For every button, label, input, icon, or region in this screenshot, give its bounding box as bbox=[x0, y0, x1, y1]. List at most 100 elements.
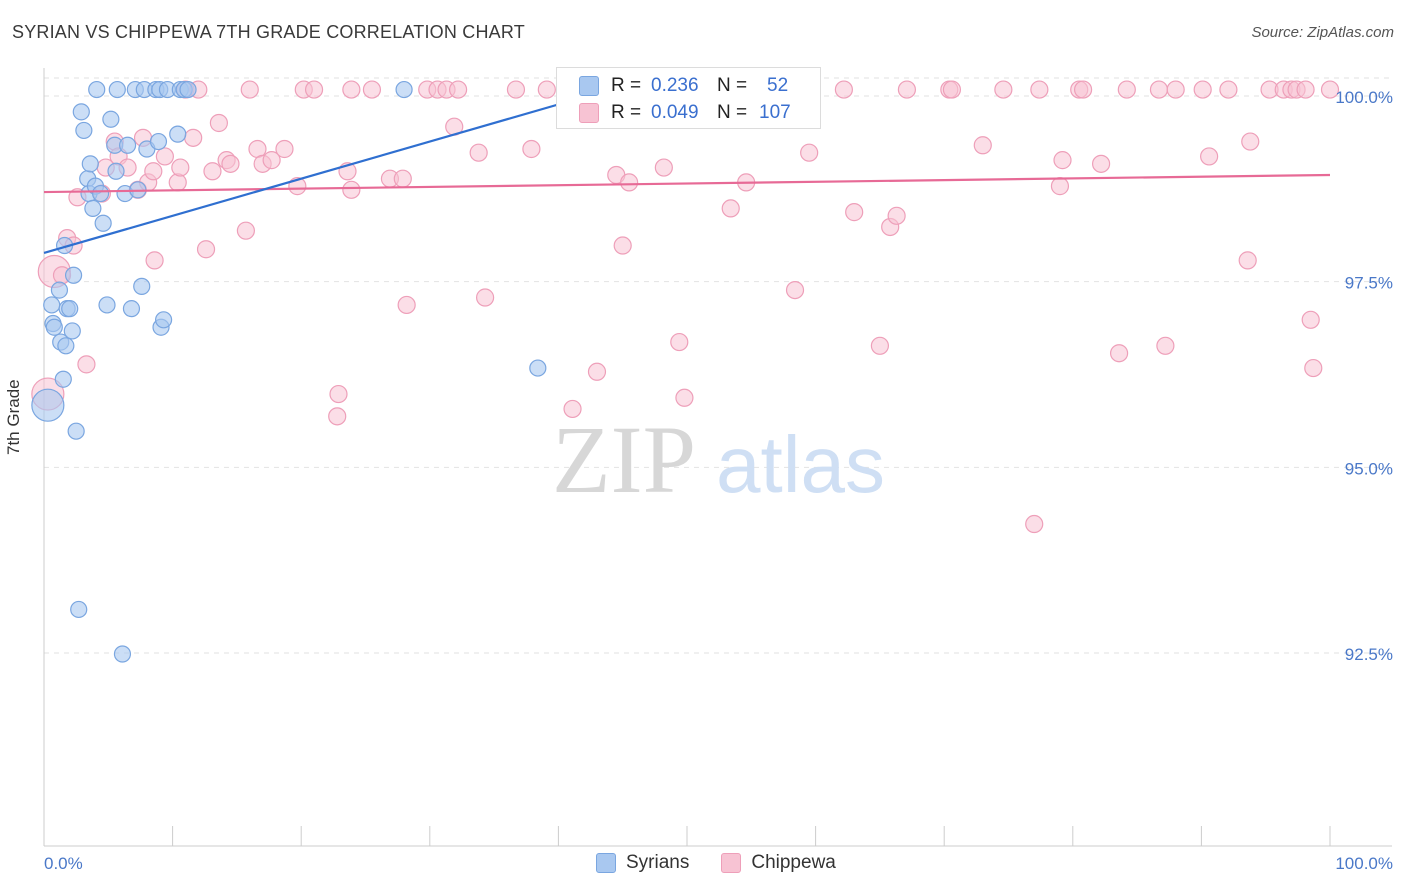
chippewa-point bbox=[184, 128, 203, 147]
chippewa-point bbox=[1050, 177, 1070, 196]
chippewa-point bbox=[171, 158, 190, 177]
chippewa-point bbox=[362, 80, 382, 99]
syrian-point bbox=[45, 318, 63, 336]
chippewa-point bbox=[587, 362, 607, 381]
syrian-point bbox=[113, 645, 132, 663]
series-legend: Syrians Chippewa bbox=[596, 852, 868, 874]
chippewa-r-value: 0.049 bbox=[651, 102, 699, 123]
syrian-point bbox=[179, 80, 197, 99]
chippewa-point bbox=[1109, 344, 1129, 363]
syrian-point bbox=[54, 370, 72, 388]
chippewa-point bbox=[397, 295, 416, 315]
chippewa-point bbox=[1053, 151, 1072, 170]
axes bbox=[43, 68, 1392, 847]
syrian-point bbox=[67, 422, 85, 440]
chippewa-point bbox=[897, 80, 917, 99]
syrian-point bbox=[154, 311, 173, 329]
syrian-point bbox=[61, 300, 79, 318]
syrians-r-value: 0.236 bbox=[651, 75, 699, 96]
chippewa-point bbox=[721, 199, 740, 218]
syrians-r-label: R = bbox=[611, 75, 642, 96]
chippewa-point bbox=[168, 173, 187, 192]
chippewa-point bbox=[240, 80, 259, 99]
chippewa-point bbox=[275, 139, 294, 159]
chippewa-point bbox=[670, 332, 689, 352]
chippewa-point bbox=[475, 288, 495, 307]
syrian-point bbox=[149, 132, 168, 151]
y-tick-label: 97.5% bbox=[1345, 274, 1393, 293]
chippewa-legend-swatch bbox=[721, 853, 742, 873]
chippewa-trend-line bbox=[43, 173, 1331, 194]
chippewa-point bbox=[1117, 80, 1136, 99]
chippewa-point bbox=[800, 143, 819, 162]
chippewa-point bbox=[994, 80, 1013, 99]
chippewa-point bbox=[1156, 336, 1175, 355]
chippewa-point bbox=[942, 80, 962, 99]
chippewa-point bbox=[1030, 80, 1049, 99]
chippewa-point bbox=[77, 355, 96, 374]
trend-lines bbox=[43, 95, 1331, 255]
chippewa-point bbox=[203, 162, 222, 181]
x-tick-label-min: 0.0% bbox=[44, 854, 83, 873]
chippewa-point bbox=[145, 251, 164, 270]
legend-item-chippewa[interactable]: Chippewa bbox=[721, 852, 836, 874]
syrians-n-value: 52 bbox=[767, 75, 789, 96]
syrian-point bbox=[107, 162, 125, 180]
chippewa-point bbox=[1301, 310, 1320, 329]
syrian-points bbox=[31, 80, 645, 663]
chippewa-point bbox=[236, 221, 256, 240]
syrian-point bbox=[91, 184, 110, 203]
syrian-point bbox=[75, 121, 93, 140]
chippewa-point bbox=[393, 169, 412, 188]
chippewa-point bbox=[1149, 80, 1169, 99]
chippewa-point bbox=[155, 147, 174, 166]
chippewa-point bbox=[522, 139, 541, 159]
chippewa-point bbox=[342, 80, 361, 99]
syrian-point bbox=[31, 388, 65, 422]
legend-row-chippewa: R = 0.049 N = 107 bbox=[579, 100, 791, 126]
legend-item-syrians[interactable]: Syrians bbox=[596, 852, 689, 874]
chippewa-point bbox=[144, 162, 163, 181]
syrian-point bbox=[122, 300, 141, 318]
syrian-point bbox=[395, 80, 413, 99]
chippewa-point bbox=[1219, 80, 1238, 99]
syrian-point bbox=[133, 277, 151, 295]
chippewa-point bbox=[1241, 132, 1260, 151]
chippewa-point bbox=[209, 113, 228, 133]
syrians-swatch bbox=[579, 76, 599, 96]
y-tick-label: 100.0% bbox=[1335, 88, 1393, 107]
chippewa-point bbox=[563, 399, 582, 419]
chippewa-point bbox=[1166, 80, 1185, 99]
syrians-legend-swatch bbox=[596, 853, 616, 873]
syrian-point bbox=[72, 103, 90, 121]
chippewa-point bbox=[262, 151, 281, 170]
syrian-point bbox=[88, 80, 106, 99]
chart-title: SYRIAN VS CHIPPEWA 7TH GRADE CORRELATION… bbox=[12, 22, 525, 42]
syrian-point bbox=[50, 281, 69, 299]
watermark-zip: ZIP bbox=[552, 406, 696, 513]
syrian-point bbox=[98, 296, 116, 314]
chippewa-point bbox=[537, 80, 556, 99]
chippewa-point bbox=[620, 173, 639, 192]
syrian-point bbox=[81, 155, 99, 173]
syrian-point bbox=[70, 600, 88, 619]
chippewa-point bbox=[1320, 80, 1340, 99]
chippewa-point bbox=[304, 80, 324, 99]
syrians-legend-label: Syrians bbox=[626, 852, 690, 873]
chippewa-point bbox=[328, 407, 347, 426]
y-tick-label: 92.5% bbox=[1345, 645, 1393, 664]
chippewa-point bbox=[196, 240, 216, 259]
syrian-point bbox=[108, 80, 126, 99]
tick-labels: 100.0% 97.5% 95.0% 92.5% 0.0% 100.0% bbox=[44, 88, 1393, 873]
chippewa-point bbox=[785, 280, 805, 300]
chippewa-point bbox=[329, 384, 348, 404]
grid-lines bbox=[44, 77, 1392, 654]
chippewa-point bbox=[870, 336, 890, 355]
chippewa-point bbox=[1025, 514, 1044, 534]
source-attribution: Source: ZipAtlas.com bbox=[1251, 24, 1394, 41]
syrian-point bbox=[118, 136, 137, 154]
chippewa-point bbox=[654, 158, 673, 177]
chippewa-point bbox=[1238, 251, 1257, 270]
syrian-point bbox=[57, 337, 75, 355]
syrian-point bbox=[102, 110, 120, 128]
